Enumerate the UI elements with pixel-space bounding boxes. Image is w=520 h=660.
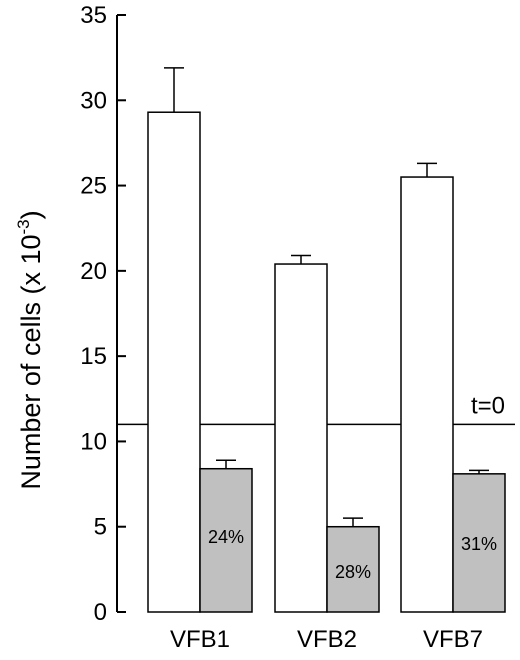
axes: 0 5 10 15 20 25 30 35 [80,2,126,626]
bar-percentage-label: 31% [461,534,497,554]
labels: 24% VFB1 28% VFB2 31% VFB7 [170,527,497,653]
bar-VFB1-s2 [199,467,253,613]
bar-VFB7-s2 [452,473,506,613]
bar-VFB2-s1 [274,263,328,613]
reference-line-label: t=0 [471,392,505,419]
y-axis-label-close: ) [16,210,46,219]
y-axis-label-exponent: -3 [14,219,33,234]
bar-VFB2-s2 [326,525,380,613]
x-category-label: VFB7 [423,626,483,653]
y-tick-label: 15 [80,343,107,370]
bar-percentage-label: 24% [208,527,244,547]
y-axis-label: Number of cells (x 10-3) [14,210,46,489]
y-tick-label: 35 [80,2,107,29]
bars [147,67,506,613]
x-category-label: VFB2 [297,626,357,653]
bar-VFB1-s1 [147,111,201,613]
y-axis-label-main: Number of cells (x 10 [16,235,46,490]
bar-VFB7-s1 [400,176,454,613]
y-tick-label: 20 [80,258,107,285]
y-tick-label: 0 [94,599,107,626]
y-tick-label: 10 [80,428,107,455]
bar-percentage-label: 28% [335,562,371,582]
y-tick-label: 30 [80,87,107,114]
y-tick-label: 5 [94,514,107,541]
x-category-label: VFB1 [170,626,230,653]
y-tick-label: 25 [80,173,107,200]
